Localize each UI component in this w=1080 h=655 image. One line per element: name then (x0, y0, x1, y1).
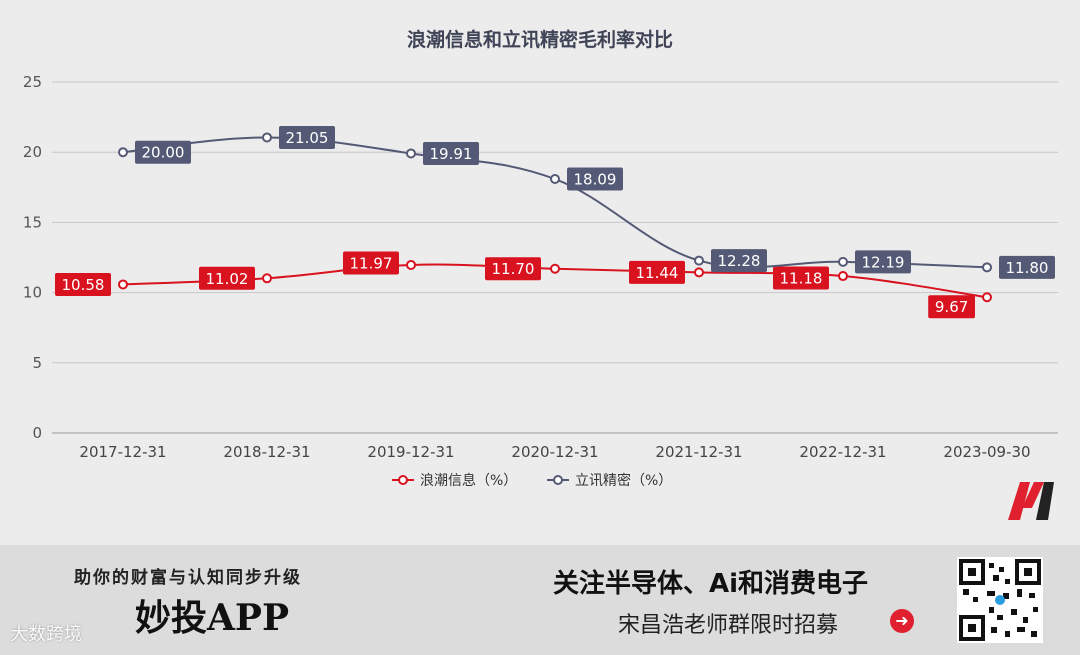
x-tick-label: 2020-12-31 (511, 443, 598, 461)
arrow-right-circle-icon[interactable]: ➜ (890, 609, 914, 633)
data-label: 9.67 (935, 298, 968, 316)
data-label: 10.58 (62, 276, 105, 294)
qr-code-icon[interactable] (957, 557, 1043, 643)
data-label-box (199, 266, 255, 290)
x-axis: 2017-12-31 2018-12-31 2019-12-31 2020-12-31… (79, 443, 1030, 461)
series-line (122, 136, 988, 269)
y-tick-label: 15 (23, 213, 42, 231)
banner-slogan: 助你的财富与认知同步升级 (74, 568, 302, 588)
promo-banner[interactable]: 助你的财富与认知同步升级 妙投APP 关注半导体、Ai和消费电子 宋昌浩老师群限… (0, 545, 1080, 655)
data-label: 20.00 (142, 144, 185, 162)
m-logo-icon (1008, 482, 1054, 520)
banner-app-name: 妙投APP (135, 597, 290, 639)
legend-item-luxshare[interactable]: 立讯精密（%） (547, 472, 672, 489)
data-point[interactable] (118, 147, 128, 158)
data-point[interactable] (694, 267, 704, 278)
x-tick-label: 2018-12-31 (223, 443, 310, 461)
data-point[interactable] (262, 273, 272, 284)
data-label: 11.70 (492, 260, 535, 278)
x-tick-label: 2017-12-31 (79, 443, 166, 461)
data-label: 19.91 (430, 145, 473, 163)
y-tick-label: 20 (23, 143, 42, 161)
legend-item-langchao[interactable]: 浪潮信息（%） (392, 472, 517, 489)
data-label: 11.18 (780, 270, 823, 288)
banner-headline: 关注半导体、Ai和消费电子 (553, 569, 869, 599)
data-label: 21.05 (286, 129, 329, 147)
data-label-box (567, 167, 623, 191)
data-label-box (999, 255, 1055, 279)
series-0: 10.58 11.02 11.97 11.70 11.44 11.18 9.67 (55, 251, 992, 319)
data-point[interactable] (982, 292, 992, 303)
data-label-box (279, 125, 335, 149)
legend[interactable]: 浪潮信息（%） 立讯精密（%） (392, 472, 672, 489)
line-chart: 浪潮信息和立讯精密毛利率对比 0 5 10 15 20 25 2017-12-31 2018… (23, 28, 1058, 489)
data-label: 11.44 (636, 264, 679, 282)
banner-watermark: 大数跨境 (10, 624, 82, 645)
data-point[interactable] (262, 132, 272, 143)
data-label: 11.80 (1006, 259, 1049, 277)
data-label-box (629, 260, 685, 284)
x-tick-label: 2023-09-30 (943, 443, 1030, 461)
data-label: 18.09 (574, 171, 617, 189)
data-label-box (135, 140, 191, 164)
data-label: 12.28 (718, 252, 761, 270)
data-label-box (711, 249, 767, 273)
data-point[interactable] (406, 148, 416, 159)
legend-label-luxshare: 立讯精密（%） (575, 472, 672, 489)
y-tick-label: 10 (23, 284, 42, 302)
series-1: 20.00 21.05 19.91 18.09 12.28 12.19 11.80 (118, 125, 1055, 279)
data-label-box (485, 257, 541, 281)
data-point[interactable] (550, 174, 560, 185)
y-tick-label: 5 (32, 354, 42, 372)
x-tick-label: 2021-12-31 (655, 443, 742, 461)
chart-title: 浪潮信息和立讯精密毛利率对比 (407, 28, 673, 51)
x-tick-label: 2019-12-31 (367, 443, 454, 461)
data-point[interactable] (838, 271, 848, 282)
data-label-box (55, 272, 111, 296)
y-axis: 0 5 10 15 20 25 (23, 73, 42, 442)
y-tick-label: 25 (23, 73, 42, 91)
legend-label-langchao: 浪潮信息（%） (420, 472, 517, 489)
data-point[interactable] (550, 263, 560, 274)
data-label-box (343, 251, 399, 275)
data-point[interactable] (982, 262, 992, 273)
data-label-box (855, 250, 911, 274)
data-label: 11.97 (350, 254, 393, 272)
data-label-box (773, 266, 829, 290)
x-tick-label: 2022-12-31 (799, 443, 886, 461)
data-point[interactable] (694, 255, 704, 266)
y-tick-label: 0 (32, 424, 42, 442)
data-point[interactable] (118, 279, 128, 290)
data-label-box (423, 141, 479, 165)
data-label-box (928, 295, 975, 319)
data-label: 11.02 (206, 270, 249, 288)
data-label: 12.19 (862, 253, 905, 271)
data-point[interactable] (406, 259, 416, 270)
data-point[interactable] (838, 256, 848, 267)
banner-subline: 宋昌浩老师群限时招募 (618, 613, 839, 638)
grid-lines (52, 81, 1058, 434)
